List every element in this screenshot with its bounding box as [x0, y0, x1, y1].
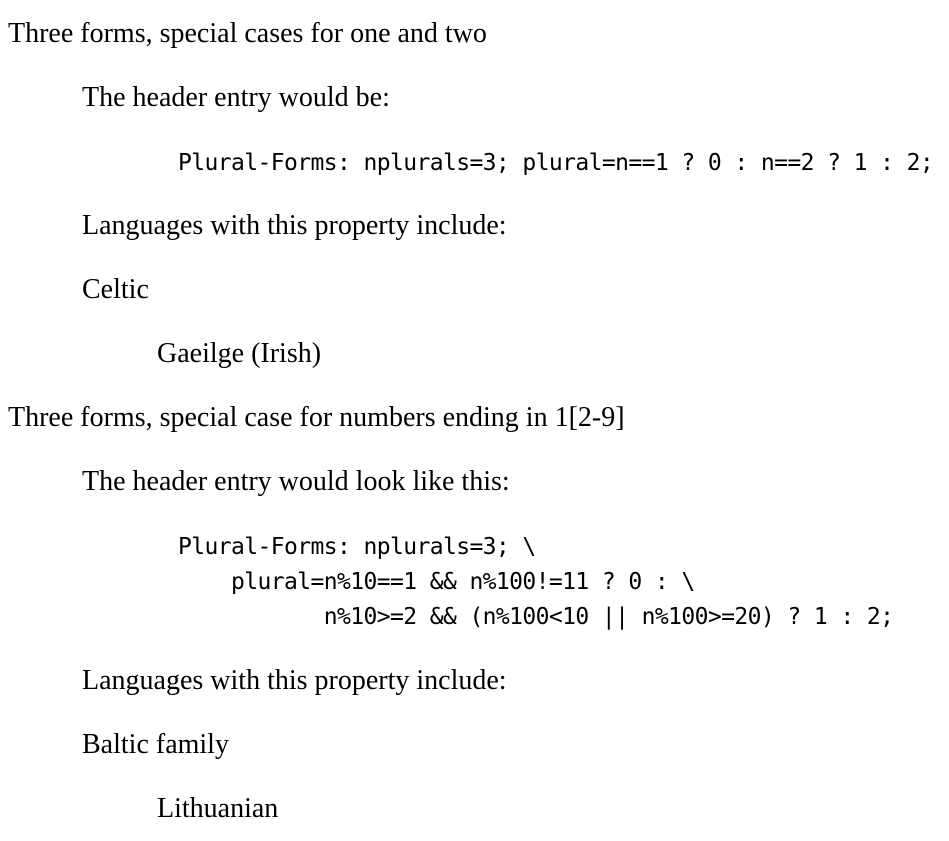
section-term-1: Three forms, special cases for one and t…: [8, 18, 487, 49]
language-item-2: Lithuanian: [157, 793, 279, 824]
language-family-2: Baltic family: [82, 729, 229, 760]
header-entry-intro-1: The header entry would be:: [82, 82, 390, 113]
code-line: plural=n%10==1 && n%100!=11 ? 0 : \: [178, 569, 695, 595]
languages-intro-1: Languages with this property include:: [82, 210, 507, 241]
code-line: Plural-Forms: nplurals=3; plural=n==1 ? …: [178, 150, 934, 176]
section-term-2: Three forms, special case for numbers en…: [8, 402, 625, 433]
code-line: n%10>=2 && (n%100<10 || n%100>=20) ? 1 :…: [178, 604, 894, 630]
header-entry-intro-2: The header entry would look like this:: [82, 466, 510, 497]
code-line: Plural-Forms: nplurals=3; \: [178, 534, 536, 560]
language-item-1: Gaeilge (Irish): [157, 338, 322, 369]
language-family-1: Celtic: [82, 274, 149, 305]
languages-intro-2: Languages with this property include:: [82, 665, 507, 696]
